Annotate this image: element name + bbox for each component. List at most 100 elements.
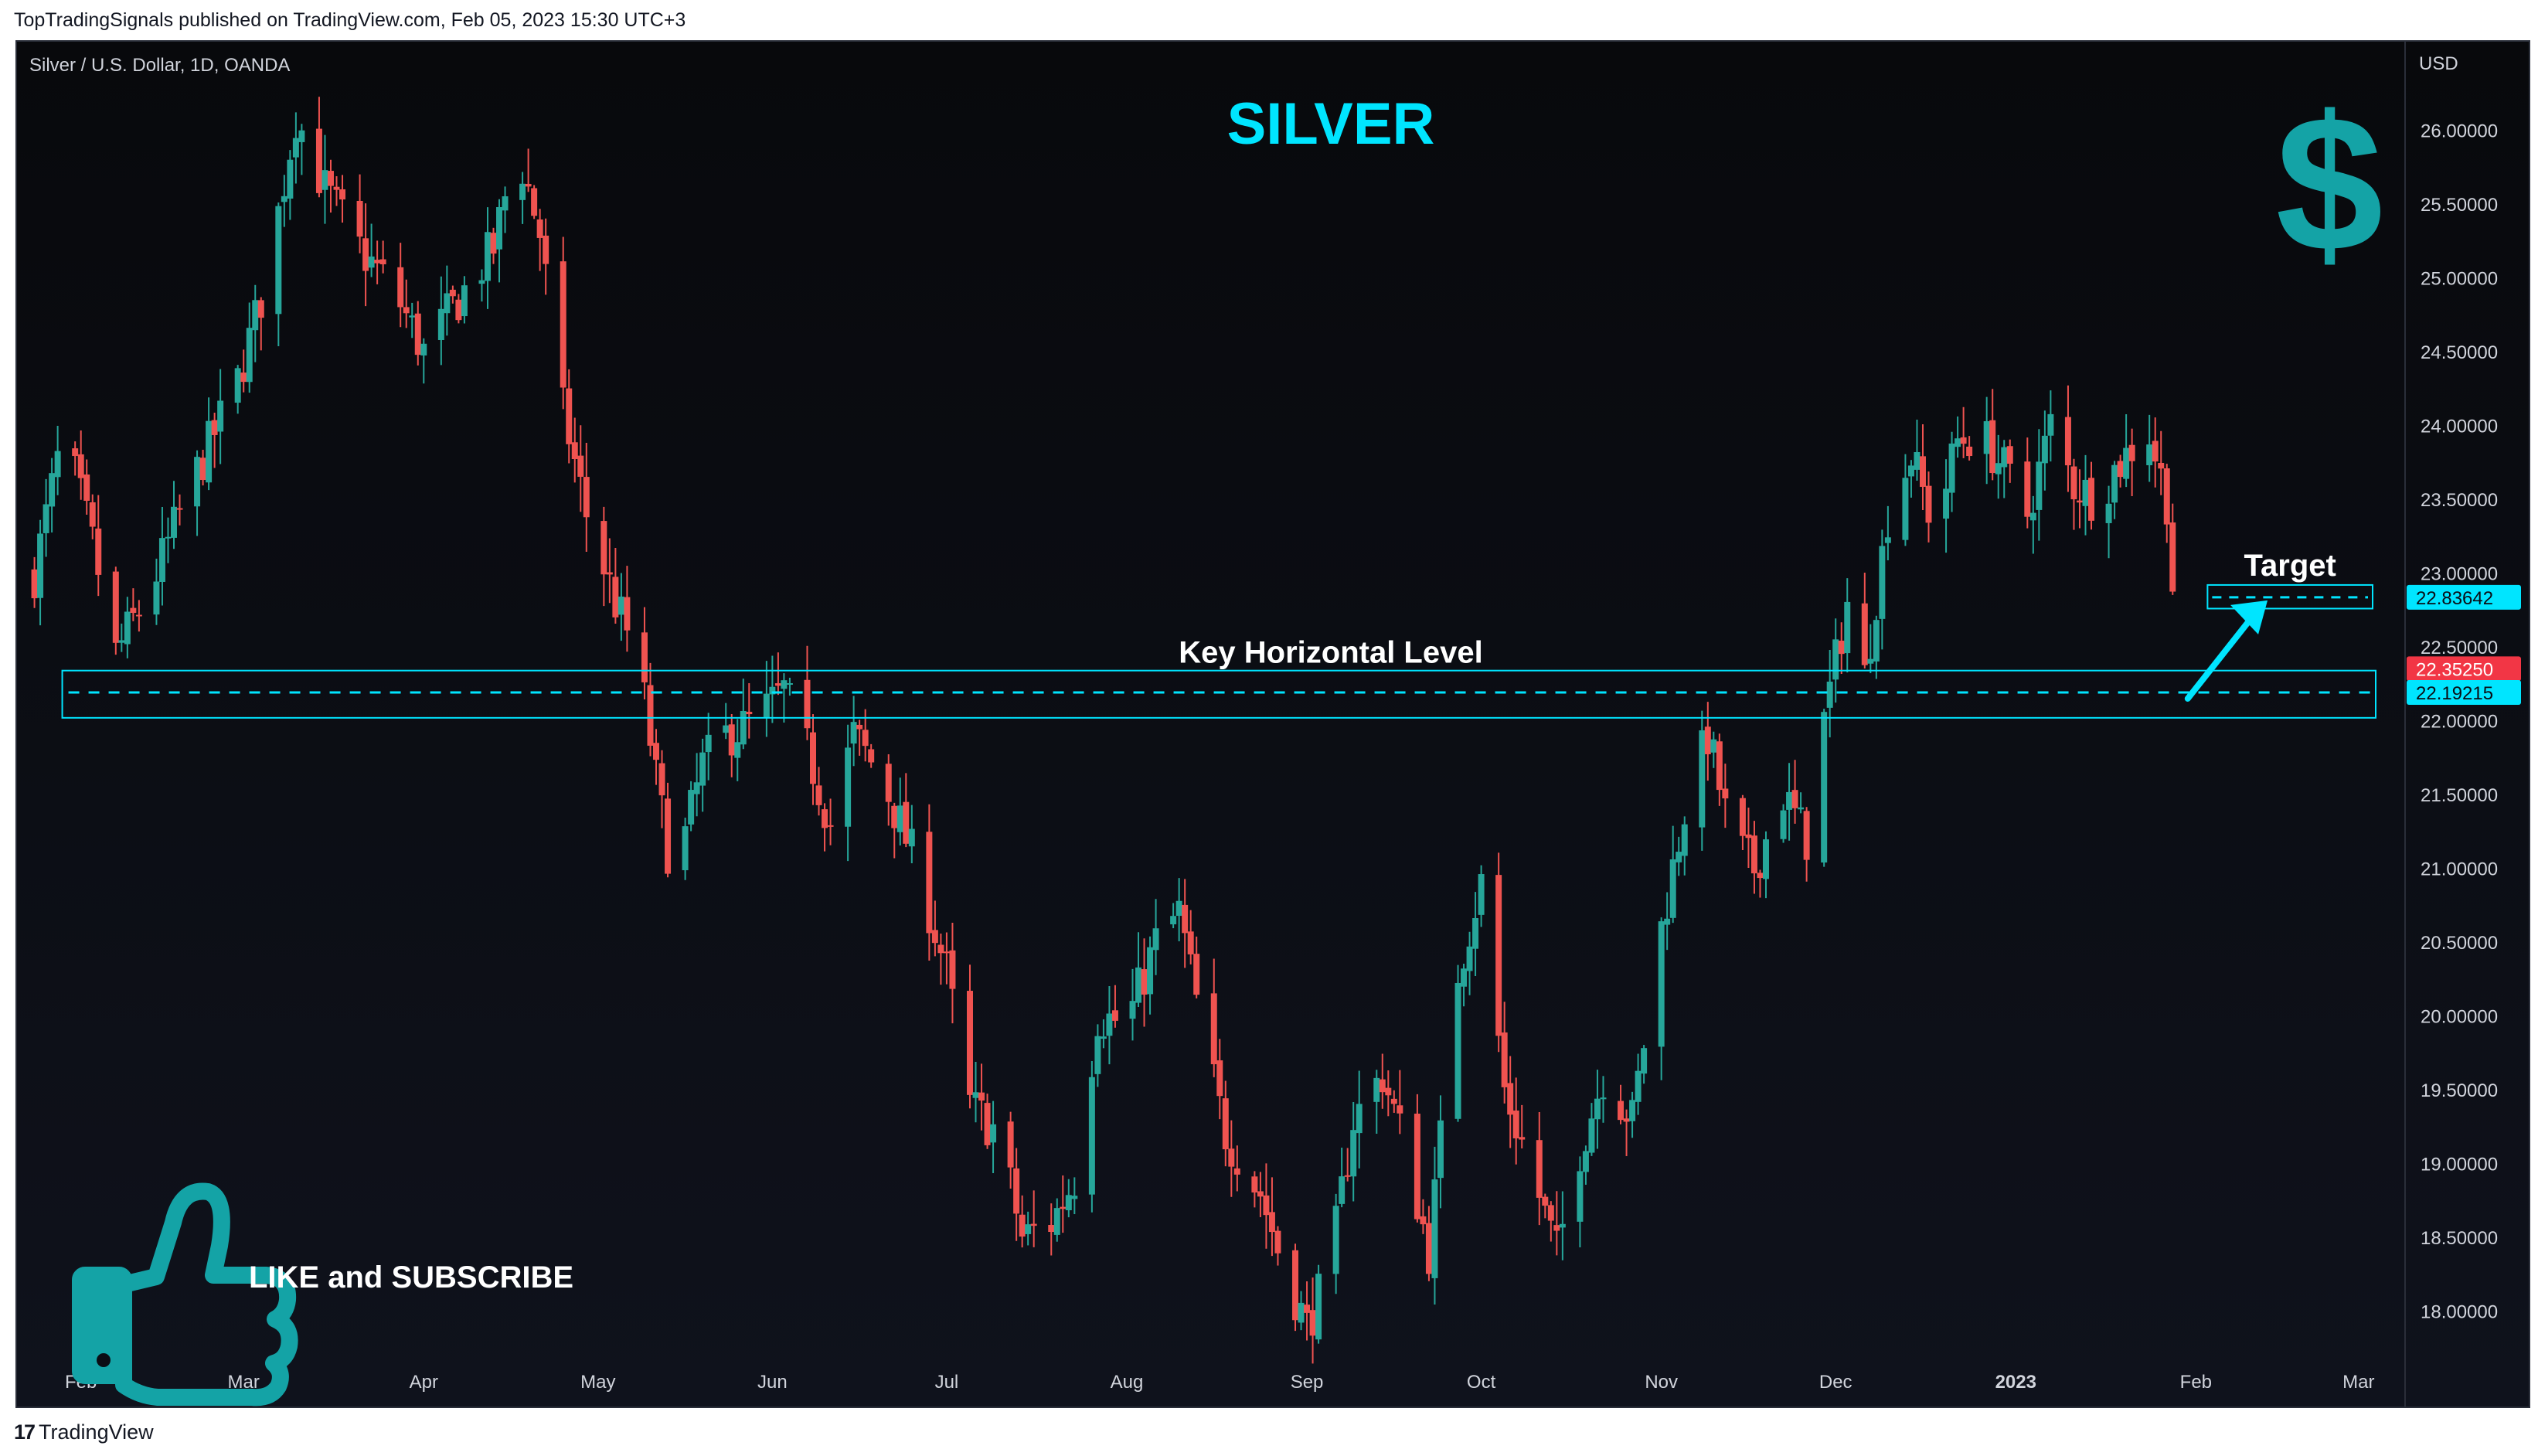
price-badge-bg [2407,656,2521,682]
candle-body [240,373,247,383]
candle [246,302,253,393]
candle [77,430,84,500]
candle [705,713,712,781]
candle [339,175,346,223]
candle [322,134,328,224]
candle [647,662,654,757]
candle-body [641,632,648,682]
candle-body [1739,798,1746,836]
publish-info: TopTradingSignals published on TradingVi… [14,9,686,31]
candle-body [984,1103,991,1145]
candle-body [577,455,584,477]
candle-body [1304,1305,1311,1313]
candle-body [1135,967,1142,1003]
candle-body [810,732,816,784]
candle-body [1251,1176,1258,1193]
candle-body [1065,1195,1072,1211]
candle [617,573,624,641]
candle [896,777,903,845]
candle [990,1101,997,1174]
candle [1907,460,1914,498]
candle-body [1454,982,1461,1119]
candle-body [1019,1214,1026,1237]
candle [54,426,61,495]
candle [1182,879,1189,968]
candle-body [1332,1206,1339,1274]
candle-body [1681,824,1688,856]
y-tick-label: 19.50000 [2421,1080,2498,1101]
candle [769,655,776,723]
candle [403,279,410,328]
candle [1559,1191,1566,1260]
candle [217,369,224,464]
candle-body [786,683,793,685]
candle-body [1716,741,1723,791]
candle-body [1902,478,1909,540]
candle-body [444,293,451,314]
candle-body [1309,1310,1316,1336]
candle [734,719,741,781]
candle [903,773,910,848]
candle-body [292,138,299,158]
candle-body [37,533,44,598]
chart-frame[interactable]: Key Horizontal Level Target 26.00000 25.50… [15,40,2530,1408]
candle-body [118,640,125,643]
candle-body [478,280,485,284]
candle [444,265,451,336]
candle-body [2146,444,2153,466]
candle-body [2047,413,2054,436]
candle [1681,816,1688,876]
candle [978,1063,985,1131]
candle [2152,417,2159,488]
candle-body [1013,1168,1020,1214]
candle [908,805,915,863]
candle-body [536,219,543,238]
candle [257,297,264,351]
candle [2082,454,2089,536]
candle [1304,1281,1311,1341]
candle [525,148,532,192]
candle-body [281,196,287,202]
candle [89,494,96,539]
candle [1309,1277,1316,1364]
candle-body [1559,1223,1566,1228]
candle [1838,622,1845,675]
candle [455,294,462,324]
candle-body [705,734,712,753]
price-chart[interactable]: Key Horizontal Level Target 26.00000 25.50… [17,42,2529,1407]
candle-body [606,572,613,575]
y-tick-label: 18.50000 [2421,1228,2498,1249]
candle-body [1263,1195,1270,1216]
candle-body [315,128,322,193]
candle [1757,869,1764,898]
candle [972,1061,979,1123]
candle-body [1861,603,1868,665]
candle [1048,1203,1055,1256]
candle-body [1786,791,1793,810]
candle [2117,454,2124,488]
candle [1955,416,1961,458]
candle [112,566,119,655]
candle-body [531,188,538,216]
candle [1315,1264,1322,1344]
candles [31,97,2176,1364]
candle-body [257,300,264,318]
candle-body [1175,900,1182,917]
candle-body [769,686,776,695]
candle [240,349,247,393]
candle-body [815,785,822,805]
candle [1762,831,1769,899]
candle-body [252,300,259,331]
candle [1111,985,1118,1028]
candle-body [699,752,706,786]
candle-body [763,693,770,718]
candle [543,218,549,295]
candle [420,338,427,384]
candle [1902,454,1909,546]
candle [658,750,665,828]
candle [1983,396,1990,485]
candle [583,443,590,553]
tradingview-logo[interactable]: 17 TradingView [14,1420,154,1444]
candle [815,767,822,816]
candle-body [89,502,96,527]
